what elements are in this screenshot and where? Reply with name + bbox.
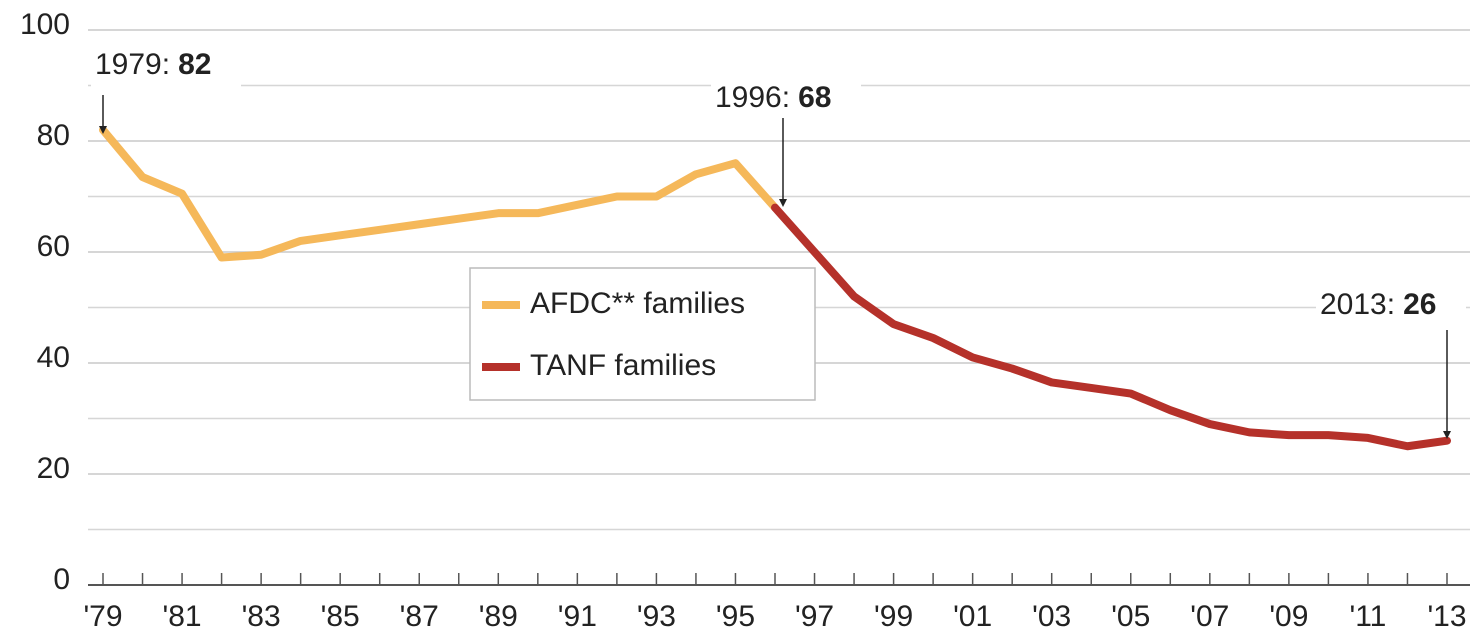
x-tick-label: '81 bbox=[163, 600, 202, 633]
y-tick-label: 20 bbox=[37, 452, 70, 485]
x-tick-label: '09 bbox=[1269, 600, 1308, 633]
annotation-label: 1996: bbox=[715, 81, 790, 114]
annotation-value: 68 bbox=[798, 81, 831, 114]
annotation-text: 1996: 68 bbox=[715, 81, 831, 114]
annotation-bg bbox=[1316, 284, 1466, 328]
legend-label: AFDC** families bbox=[530, 287, 745, 320]
x-tick-label: '13 bbox=[1427, 600, 1466, 633]
x-tick-label: '03 bbox=[1032, 600, 1071, 633]
x-tick-label: '87 bbox=[400, 600, 439, 633]
x-tick-label: '93 bbox=[637, 600, 676, 633]
y-tick-label: 100 bbox=[20, 8, 70, 41]
legend-label: TANF families bbox=[530, 349, 716, 382]
x-tick-label: '89 bbox=[479, 600, 518, 633]
x-tick-label: '85 bbox=[321, 600, 360, 633]
y-tick-label: 60 bbox=[37, 230, 70, 263]
annotation-arrowhead bbox=[99, 126, 107, 134]
legend: AFDC** families TANF families bbox=[469, 267, 816, 401]
annotation-arrowhead bbox=[1443, 431, 1451, 439]
legend-box bbox=[469, 267, 816, 401]
x-tick-label: '01 bbox=[953, 600, 992, 633]
annotation-value: 82 bbox=[178, 48, 211, 81]
annotation: 1996: 68 bbox=[711, 77, 861, 207]
annotation-value: 26 bbox=[1403, 288, 1436, 321]
annotation-label: 2013: bbox=[1320, 288, 1395, 321]
series-line bbox=[771, 203, 1451, 451]
x-tick-label: '05 bbox=[1111, 600, 1150, 633]
x-tick-label: '95 bbox=[716, 600, 755, 633]
y-tick-label: 40 bbox=[37, 341, 70, 374]
annotation-arrowhead bbox=[779, 199, 787, 207]
annotation-text: 2013: 26 bbox=[1320, 288, 1436, 321]
x-tick-label: '99 bbox=[874, 600, 913, 633]
y-tick-label: 0 bbox=[53, 563, 70, 596]
x-tick-label: '97 bbox=[795, 600, 834, 633]
x-tick-label: '79 bbox=[83, 600, 122, 633]
annotation: 2013: 26 bbox=[1316, 284, 1466, 439]
annotation-text: 1979: 82 bbox=[95, 48, 211, 81]
y-tick-label: 80 bbox=[37, 119, 70, 152]
annotation-bg bbox=[91, 44, 241, 88]
x-tick-label: '07 bbox=[1190, 600, 1229, 633]
series-line bbox=[99, 125, 779, 262]
annotation: 1979: 82 bbox=[91, 44, 241, 134]
x-tick-label: '83 bbox=[242, 600, 281, 633]
annotation-bg bbox=[711, 77, 861, 121]
x-tick-label: '11 bbox=[1350, 600, 1387, 633]
x-tick-label: '91 bbox=[558, 600, 597, 633]
annotation-label: 1979: bbox=[95, 48, 170, 81]
